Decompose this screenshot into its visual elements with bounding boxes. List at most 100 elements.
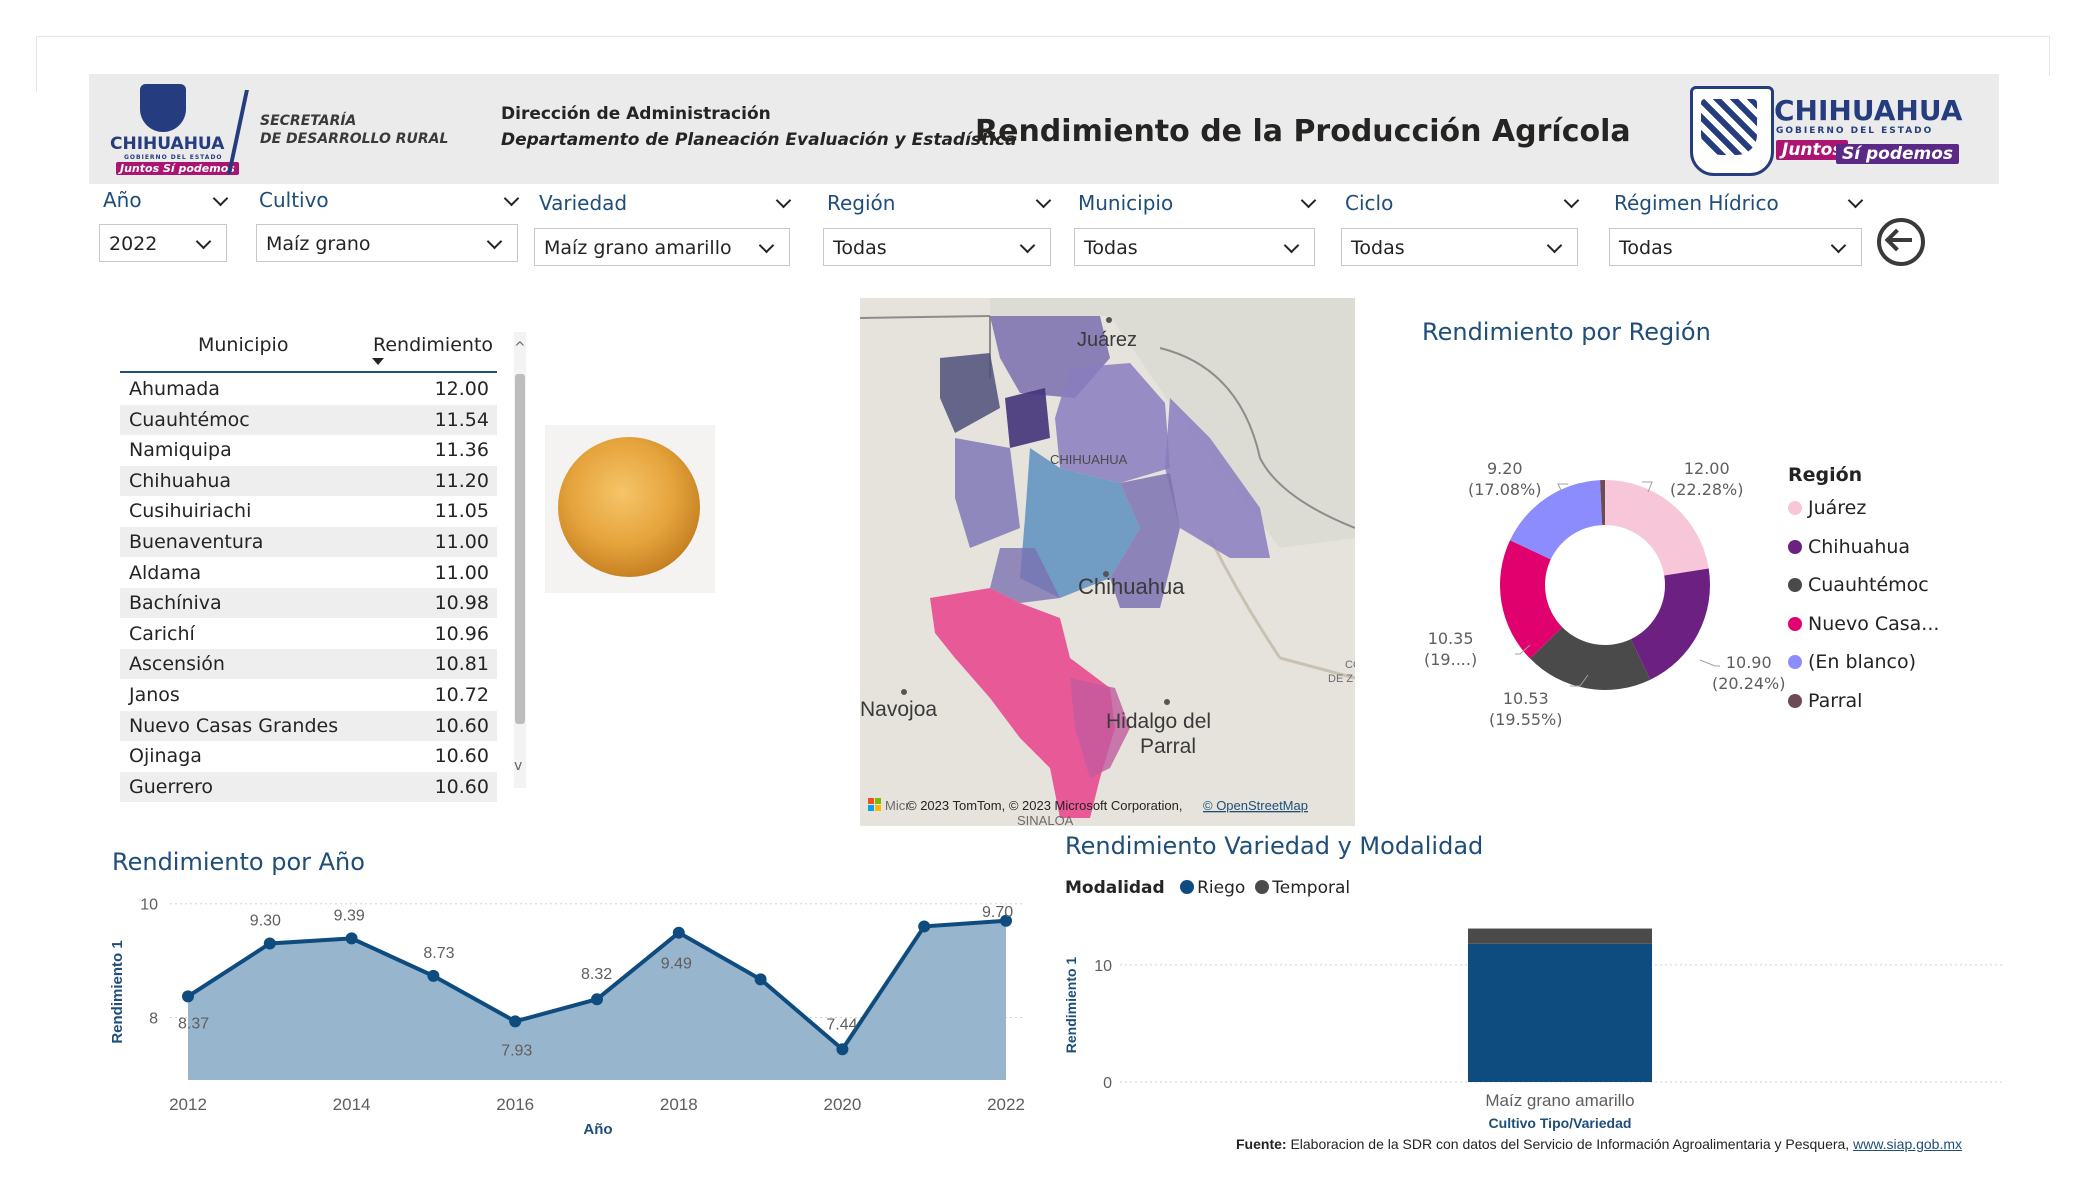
donut-slice-1[interactable]	[1630, 568, 1710, 680]
map-label-juarez: Juárez	[1077, 329, 1137, 351]
filter-dropdown-2[interactable]: Maíz grano amarillo	[534, 228, 790, 266]
filter-dropdown-1[interactable]: Maíz grano	[256, 224, 518, 262]
chevron-down-icon[interactable]	[1300, 192, 1317, 209]
region-donut[interactable]	[1490, 470, 1720, 700]
donut-slice-0[interactable]	[1605, 480, 1709, 576]
data-point[interactable]	[918, 920, 931, 933]
frame-right-line	[2049, 36, 2050, 76]
table-row[interactable]: Ascensión 10.81	[120, 649, 497, 680]
bar-segment-riego[interactable]	[1468, 943, 1652, 1082]
table-row[interactable]: Bachíniva 10.98	[120, 588, 497, 619]
filter-dropdown-0[interactable]: 2022	[99, 224, 227, 262]
table-header-municipio[interactable]: Municipio	[198, 334, 289, 356]
data-point[interactable]	[591, 993, 603, 1006]
filter-label-3: Región	[827, 191, 896, 215]
data-point[interactable]	[1000, 914, 1012, 927]
municipio-cell: Ahumada	[129, 378, 220, 400]
chevron-down-icon[interactable]	[503, 190, 520, 207]
filter-dropdown-6[interactable]: Todas	[1609, 228, 1862, 266]
region-legend-item[interactable]: Juárez	[1788, 497, 1866, 519]
y-tick-label: 10	[140, 897, 158, 914]
table-row[interactable]: Guerrero 10.60	[120, 771, 497, 802]
donut-data-label: 10.35 (19....)	[1424, 629, 1478, 669]
table-row[interactable]: Aldama 11.00	[120, 558, 497, 588]
region-legend-item[interactable]: Parral	[1788, 690, 1862, 712]
back-button[interactable]	[1877, 218, 1925, 266]
table-row[interactable]: Ojinaga 10.60	[120, 741, 497, 771]
data-point[interactable]	[263, 937, 276, 950]
data-point[interactable]	[345, 932, 358, 945]
legend-dot-icon	[1788, 694, 1802, 708]
map-label-chihuahua-state: CHIHUAHUA	[1050, 452, 1128, 467]
legend-dot-icon	[1788, 539, 1802, 554]
data-point[interactable]	[754, 973, 767, 986]
chevron-down-icon[interactable]	[1019, 237, 1036, 254]
chevron-down-icon[interactable]	[758, 237, 775, 254]
x-tick-label: 2016	[496, 1095, 534, 1114]
frame-top-line	[36, 36, 2050, 37]
filter-label-1: Cultivo	[259, 188, 329, 212]
region-legend-item[interactable]: Cuauhtémoc	[1788, 574, 1929, 596]
municipio-cell: Ascensión	[129, 653, 225, 676]
table-row[interactable]: Cusihuiriachi 11.05	[120, 496, 497, 526]
chevron-down-icon[interactable]	[1283, 237, 1300, 254]
data-point[interactable]	[672, 926, 685, 939]
table-row[interactable]: Namiquipa 11.36	[120, 435, 497, 465]
siap-link[interactable]: www.siap.gob.mx	[1853, 1136, 1963, 1152]
data-point[interactable]	[427, 969, 440, 982]
table-row[interactable]: Nuevo Casas Grandes 10.60	[120, 710, 497, 741]
data-point[interactable]	[182, 990, 194, 1003]
table-row[interactable]: Janos 10.72	[120, 680, 497, 710]
rendimiento-cell: 11.20	[434, 469, 489, 492]
chevron-down-icon[interactable]	[486, 233, 503, 250]
chevron-down-icon[interactable]	[1847, 192, 1864, 209]
data-point[interactable]	[836, 1043, 849, 1056]
filter-value: Todas	[1619, 237, 1673, 259]
region-legend-item[interactable]: (En blanco)	[1788, 651, 1916, 673]
filter-dropdown-4[interactable]: Todas	[1074, 228, 1315, 266]
filter-dropdown-3[interactable]: Todas	[823, 228, 1051, 266]
donut-slice-2[interactable]	[1530, 627, 1651, 690]
rendimiento-cell: 11.00	[434, 561, 489, 584]
departamento-label: Departamento de Planeación Evaluación y …	[501, 130, 1017, 150]
filter-value: Maíz grano amarillo	[544, 237, 732, 259]
chevron-down-icon[interactable]	[1035, 192, 1052, 209]
donut-slice-4[interactable]	[1510, 480, 1603, 560]
variety-legend-item[interactable]: Riego	[1180, 878, 1245, 898]
y-tick-label: 0	[1103, 1075, 1112, 1092]
variety-bar-chart[interactable]: 0 10 Maíz grano amarillo Cultivo Tipo/Varie…	[1060, 910, 2010, 1140]
chevron-down-icon[interactable]	[212, 190, 229, 207]
table-header-rendimiento[interactable]: Rendimiento	[373, 334, 494, 356]
variety-legend-item[interactable]: Temporal	[1255, 878, 1350, 898]
municipio-cell: Aldama	[129, 561, 202, 584]
table-row[interactable]: Ahumada 12.00	[120, 374, 497, 404]
donut-slice-5[interactable]	[1600, 480, 1605, 526]
region-legend-item[interactable]: Chihuahua	[1788, 536, 1910, 558]
donut-slice-3[interactable]	[1500, 540, 1563, 659]
point-label: 7.44	[826, 1016, 857, 1033]
chevron-down-icon[interactable]	[195, 233, 212, 250]
scroll-down-icon[interactable]: v	[514, 758, 523, 774]
chevron-down-icon[interactable]	[1563, 192, 1580, 209]
map-attribution: © 2023 TomTom, © 2023 Microsoft Corporat…	[907, 798, 1182, 813]
bar-segment-temporal[interactable]	[1468, 928, 1652, 944]
chevron-down-icon[interactable]	[1830, 237, 1847, 254]
map-visual[interactable]: Juárez CHIHUAHUA Chihuahua Navojoa Hidal…	[860, 298, 1355, 826]
data-point[interactable]	[509, 1015, 522, 1028]
region-legend-item[interactable]: Nuevo Casa...	[1788, 613, 1939, 635]
table-row[interactable]: Chihuahua 11.20	[120, 465, 497, 496]
filter-value: Todas	[833, 237, 887, 259]
year-area-chart[interactable]: 8.37 9.30 9.39 8.73 7.93 8.32 9.49 7.44 9.70 10 8 2…	[100, 880, 1040, 1140]
region-legend-title: Región	[1788, 464, 1863, 486]
table-row[interactable]: Carichí 10.96	[120, 619, 497, 649]
rendimiento-cell: 12.00	[434, 378, 489, 400]
table-scroll-thumb[interactable]	[515, 374, 525, 724]
point-label: 9.49	[661, 956, 692, 973]
chevron-down-icon[interactable]	[1546, 237, 1563, 254]
table-row[interactable]: Buenaventura 11.00	[120, 527, 497, 557]
table-row[interactable]: Cuauhtémoc 11.54	[120, 404, 497, 435]
scroll-up-icon[interactable]: ^	[514, 340, 526, 356]
filter-dropdown-5[interactable]: Todas	[1341, 228, 1578, 266]
point-label: 8.73	[423, 945, 454, 962]
chevron-down-icon[interactable]	[775, 192, 792, 209]
